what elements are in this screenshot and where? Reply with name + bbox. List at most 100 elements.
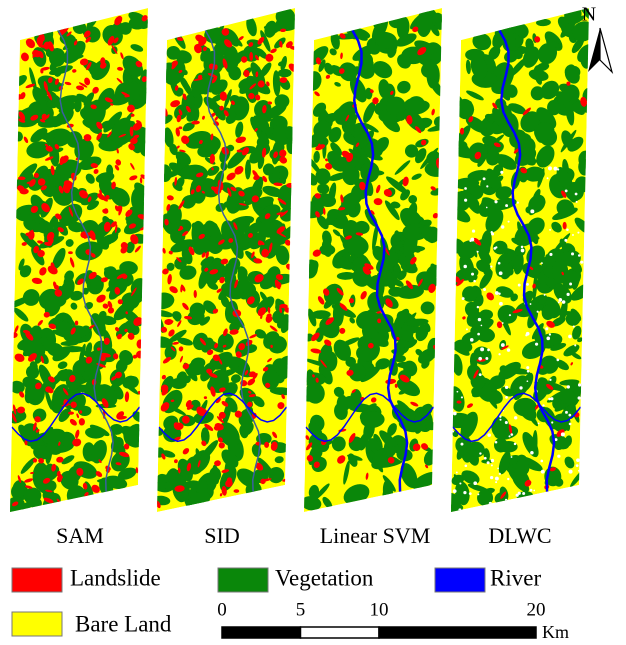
unclassified-speck <box>517 202 519 204</box>
unclassified-speck <box>485 357 488 360</box>
arrow-left <box>588 28 600 72</box>
unclassified-speck <box>568 414 571 417</box>
unclassified-speck <box>549 229 551 231</box>
scale-tick-label: 20 <box>527 599 546 620</box>
unclassified-speck <box>505 396 508 399</box>
unclassified-speck <box>477 306 479 308</box>
legend-swatch <box>12 612 62 636</box>
legend-label: Bare Land <box>75 611 172 636</box>
unclassified-speck <box>577 232 579 234</box>
unclassified-speck <box>466 328 468 330</box>
unclassified-speck <box>518 492 521 495</box>
landslide-patch <box>68 411 74 414</box>
unclassified-speck <box>495 481 497 483</box>
unclassified-speck <box>537 311 539 313</box>
scale-unit: Km <box>542 622 569 642</box>
maps <box>0 2 598 524</box>
arrow-right <box>600 28 612 72</box>
scale-segment <box>222 627 301 638</box>
unclassified-speck <box>573 325 575 327</box>
unclassified-speck <box>460 443 463 446</box>
unclassified-speck <box>453 489 457 493</box>
unclassified-speck <box>463 491 466 494</box>
unclassified-speck <box>519 386 522 389</box>
unclassified-speck <box>510 433 513 436</box>
unclassified-speck <box>477 333 480 336</box>
unclassified-speck <box>518 284 521 287</box>
unclassified-speck <box>486 185 488 187</box>
unclassified-speck <box>469 240 471 242</box>
unclassified-speck <box>565 189 568 192</box>
unclassified-speck <box>559 298 563 302</box>
unclassified-speck <box>477 251 479 253</box>
unclassified-speck <box>569 423 572 426</box>
panel-label: DLWC <box>488 523 551 548</box>
unclassified-speck <box>511 456 513 458</box>
unclassified-speck <box>567 293 570 296</box>
unclassified-speck <box>487 461 490 464</box>
unclassified-speck <box>493 247 496 250</box>
unclassified-speck <box>491 459 494 462</box>
unclassified-speck <box>497 468 499 470</box>
unclassified-speck <box>457 391 459 393</box>
unclassified-speck <box>561 432 565 436</box>
unclassified-speck <box>452 431 454 433</box>
unclassified-speck <box>544 294 546 296</box>
unclassified-speck <box>495 441 497 443</box>
legend-label: River <box>490 565 541 590</box>
unclassified-speck <box>507 478 509 480</box>
unclassified-speck <box>478 318 481 321</box>
unclassified-speck <box>489 502 492 505</box>
unclassified-speck <box>473 280 476 283</box>
unclassified-speck <box>500 171 503 174</box>
unclassified-speck <box>470 338 474 342</box>
unclassified-speck <box>567 385 570 388</box>
unclassified-speck <box>514 443 517 446</box>
unclassified-speck <box>521 249 525 253</box>
scale-tick-label: 10 <box>370 599 389 620</box>
unclassified-speck <box>487 349 490 352</box>
unclassified-speck <box>548 166 552 170</box>
unclassified-speck <box>509 435 511 437</box>
unclassified-speck <box>464 199 467 202</box>
unclassified-speck <box>578 470 580 472</box>
unclassified-speck <box>462 297 465 300</box>
scale-bar: 051020Km <box>217 599 569 642</box>
unclassified-speck <box>549 333 551 335</box>
unclassified-speck <box>494 200 497 203</box>
scale-segment <box>301 627 380 638</box>
unclassified-speck <box>546 337 550 341</box>
unclassified-speck <box>477 493 479 495</box>
unclassified-speck <box>501 343 505 347</box>
panel-labels: SAMSIDLinear SVMDLWC <box>56 523 551 548</box>
unclassified-speck <box>549 379 551 381</box>
unclassified-speck <box>580 261 583 264</box>
unclassified-speck <box>491 233 494 236</box>
legend: LandslideVegetationRiverBare Land <box>12 565 541 636</box>
unclassified-speck <box>522 492 525 495</box>
unclassified-speck <box>575 193 578 196</box>
unclassified-speck <box>479 373 482 376</box>
unclassified-speck <box>566 228 569 231</box>
unclassified-speck <box>499 416 501 418</box>
unclassified-speck <box>541 470 545 474</box>
unclassified-speck <box>562 300 566 304</box>
unclassified-speck <box>541 262 543 264</box>
unclassified-speck <box>549 253 552 256</box>
north-label: N <box>582 4 596 26</box>
unclassified-speck <box>495 291 499 295</box>
panel-label: SAM <box>56 523 104 548</box>
unclassified-speck <box>500 419 502 421</box>
unclassified-speck <box>542 404 544 406</box>
unclassified-speck <box>458 508 461 511</box>
unclassified-speck <box>479 452 481 454</box>
unclassified-speck <box>456 472 458 474</box>
unclassified-speck <box>578 396 581 399</box>
unclassified-speck <box>480 347 484 351</box>
unclassified-speck <box>557 168 559 170</box>
unclassified-speck <box>525 334 527 336</box>
panel-label: SID <box>204 523 239 548</box>
legend-swatch <box>435 568 485 592</box>
unclassified-speck <box>530 209 534 213</box>
unclassified-speck <box>551 421 553 423</box>
